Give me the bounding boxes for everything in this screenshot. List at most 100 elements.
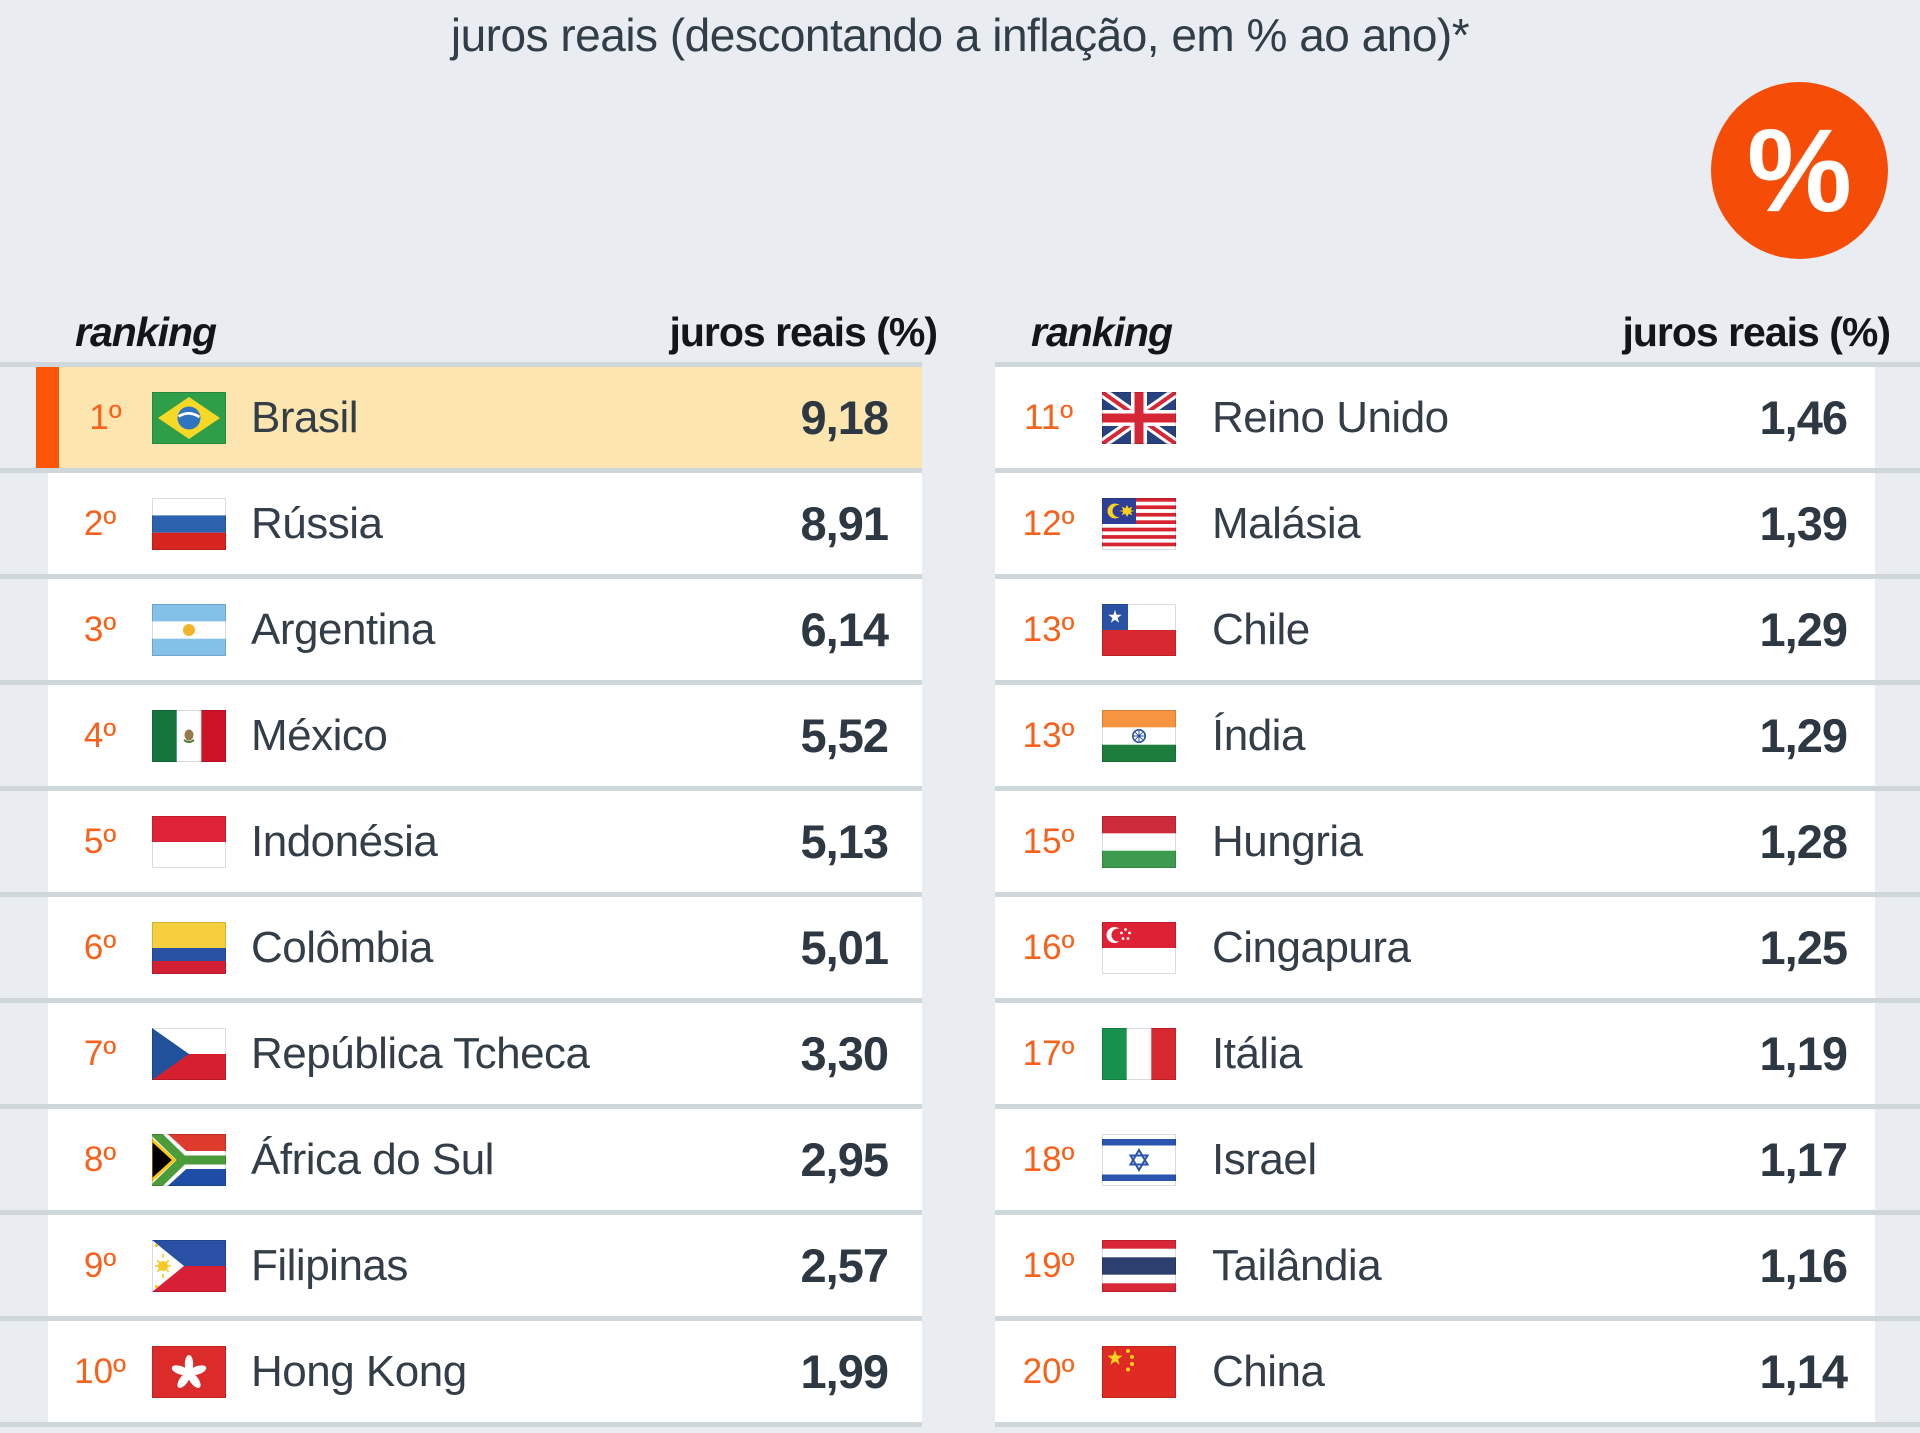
rank-label: 7º bbox=[83, 1034, 117, 1073]
flag-india-icon bbox=[1102, 709, 1176, 762]
rank-label: 1º bbox=[89, 398, 122, 437]
value-label: 9,18 bbox=[800, 391, 889, 444]
value-label: 5,52 bbox=[800, 709, 889, 762]
value-label: 1,16 bbox=[1759, 1239, 1848, 1292]
rank-label: 9º bbox=[83, 1246, 117, 1285]
country-label: Índia bbox=[1212, 710, 1305, 760]
flag-united-kingdom-icon bbox=[1102, 391, 1176, 444]
table-row-brasil: 1º Brasil 9,18 bbox=[36, 367, 922, 468]
flag-china-icon bbox=[1102, 1345, 1176, 1398]
rank-label: 8º bbox=[83, 1140, 117, 1179]
rank-label: 19º bbox=[1022, 1246, 1075, 1285]
flag-israel-icon bbox=[1102, 1133, 1176, 1186]
table-gap bbox=[922, 356, 995, 1433]
flag-singapore-icon bbox=[1102, 921, 1176, 974]
flag-mexico-icon bbox=[152, 709, 226, 762]
value-label: 2,57 bbox=[800, 1239, 889, 1292]
rank-label: 20º bbox=[1022, 1352, 1075, 1391]
flag-argentina-icon bbox=[152, 603, 226, 656]
country-label: Rússia bbox=[251, 498, 383, 548]
percent-icon: % bbox=[1747, 104, 1852, 237]
flag-hungary-icon bbox=[1102, 815, 1176, 868]
country-label: Hong Kong bbox=[251, 1346, 467, 1396]
value-label: 5,01 bbox=[800, 921, 889, 974]
table-row-filipinas: 9º Filipinas 2,57 bbox=[48, 1215, 922, 1316]
flag-chile-icon bbox=[1102, 603, 1176, 656]
table-header-right: ranking juros reais (%) bbox=[1031, 300, 1891, 356]
country-label: Chile bbox=[1212, 604, 1310, 654]
table-row-chile: 13º Chile 1,29 bbox=[995, 579, 1875, 680]
table-row-mexico: 4º México 5,52 bbox=[48, 685, 922, 786]
value-label: 3,30 bbox=[800, 1027, 889, 1080]
table-row-malasia: 12º Malásia 1,39 bbox=[995, 473, 1875, 574]
table-row-hong-kong: 10º Hong Kong 1,99 bbox=[48, 1321, 922, 1422]
flag-hong-kong-icon bbox=[152, 1345, 226, 1398]
flag-czech-republic-icon bbox=[152, 1027, 226, 1080]
value-label: 1,39 bbox=[1759, 497, 1848, 550]
flag-russia-icon bbox=[152, 497, 226, 550]
country-label: Tailândia bbox=[1212, 1240, 1382, 1290]
country-label: Argentina bbox=[251, 604, 435, 654]
value-label: 1,25 bbox=[1759, 921, 1848, 974]
rank-label: 16º bbox=[1022, 928, 1075, 967]
country-label: Filipinas bbox=[251, 1240, 408, 1290]
page-title: juros reais (descontando a inflação, em … bbox=[450, 9, 1470, 61]
rank-label: 11º bbox=[1023, 398, 1074, 437]
value-label: 1,19 bbox=[1759, 1027, 1848, 1080]
country-label: Indonésia bbox=[251, 816, 438, 866]
table-row-argentina: 3º Argentina 6,14 bbox=[48, 579, 922, 680]
flag-thailand-icon bbox=[1102, 1239, 1176, 1292]
country-label: Hungria bbox=[1212, 816, 1363, 866]
rank-label: 13º bbox=[1022, 610, 1075, 649]
table-row-hungria: 15º Hungria 1,28 bbox=[995, 791, 1875, 892]
table-row-russia: 2º Rússia 8,91 bbox=[48, 473, 922, 574]
percent-badge: % bbox=[1711, 82, 1888, 259]
rank-label: 15º bbox=[1022, 822, 1075, 861]
flag-south-africa-icon bbox=[152, 1133, 226, 1186]
table-row-indonesia: 5º Indonésia 5,13 bbox=[48, 791, 922, 892]
value-label: 8,91 bbox=[800, 497, 889, 550]
rank-label: 2º bbox=[83, 504, 117, 543]
value-label: 1,46 bbox=[1759, 391, 1848, 444]
value-label: 6,14 bbox=[800, 603, 889, 656]
flag-malaysia-icon bbox=[1102, 497, 1176, 550]
rank-label: 3º bbox=[83, 610, 117, 649]
table-row-reino-unido: 11º Reino Unido 1,46 bbox=[995, 367, 1875, 468]
flag-italy-icon bbox=[1102, 1027, 1176, 1080]
table-header-left: ranking juros reais (%) bbox=[75, 300, 938, 356]
rank-label: 4º bbox=[83, 716, 117, 755]
value-label: 1,28 bbox=[1759, 815, 1848, 868]
value-label: 1,17 bbox=[1759, 1133, 1848, 1186]
rank-label: 12º bbox=[1022, 504, 1075, 543]
value-label: 1,29 bbox=[1759, 603, 1848, 656]
rank-label: 10º bbox=[74, 1352, 126, 1391]
country-label: Reino Unido bbox=[1212, 392, 1449, 442]
value-label: 2,95 bbox=[800, 1133, 889, 1186]
flag-philippines-icon bbox=[152, 1239, 226, 1292]
ranking-column-header: ranking bbox=[1031, 309, 1173, 355]
country-label: Brasil bbox=[251, 392, 359, 442]
table-row-india: 13º Índia 1,29 bbox=[995, 685, 1875, 786]
table-row-tailandia: 19º Tailândia 1,16 bbox=[995, 1215, 1875, 1316]
value-label: 1,29 bbox=[1759, 709, 1848, 762]
rank-label: 18º bbox=[1022, 1140, 1075, 1179]
flag-brazil-icon bbox=[152, 391, 226, 444]
country-label: Israel bbox=[1212, 1134, 1317, 1184]
country-label: Colômbia bbox=[251, 922, 433, 972]
ranking-column-header: ranking bbox=[75, 309, 217, 355]
flag-indonesia-icon bbox=[152, 815, 226, 868]
value-label: 5,13 bbox=[800, 815, 889, 868]
table-row-cingapura: 16º Cingapura 1,25 bbox=[995, 897, 1875, 998]
table-row-colombia: 6º Colômbia 5,01 bbox=[48, 897, 922, 998]
table-row-israel: 18º Israel 1,17 bbox=[995, 1109, 1875, 1210]
country-label: África do Sul bbox=[251, 1134, 494, 1184]
rank-label: 6º bbox=[83, 928, 117, 967]
table-row-africa-do-sul: 8º África do Sul 2,95 bbox=[48, 1109, 922, 1210]
country-label: Malásia bbox=[1212, 498, 1361, 548]
value-label: 1,99 bbox=[800, 1345, 889, 1398]
table-row-china: 20º China 1,14 bbox=[995, 1321, 1875, 1422]
rank-label: 13º bbox=[1022, 716, 1075, 755]
table-row-italia: 17º Itália 1,19 bbox=[995, 1003, 1875, 1104]
value-label: 1,14 bbox=[1759, 1345, 1848, 1398]
value-column-header: juros reais (%) bbox=[669, 309, 938, 355]
